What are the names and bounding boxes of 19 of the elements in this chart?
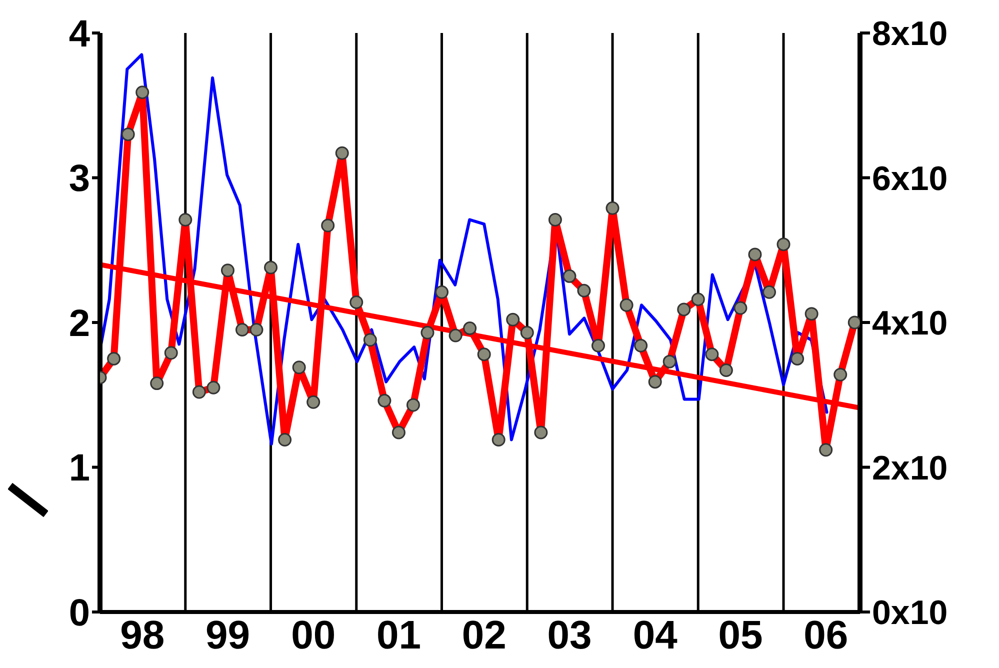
x-tick-label: 04 xyxy=(632,613,678,658)
y-tick-label: 0 xyxy=(68,592,90,634)
x-tick-label: 99 xyxy=(205,613,250,658)
y-tick-label: 2 xyxy=(68,302,90,345)
y-tick-label: 1 xyxy=(68,448,90,490)
text: 4x10 xyxy=(872,304,948,343)
text: 2x10 xyxy=(872,449,948,488)
y-tick-label: 4 xyxy=(68,13,90,56)
x-tick-label: 05 xyxy=(718,613,763,658)
text: 0x10 xyxy=(872,594,948,632)
x-tick-label: 03 xyxy=(547,613,592,658)
text: 6x10 xyxy=(872,160,948,198)
text: 8x10 xyxy=(872,15,948,54)
x-tick-label: 06 xyxy=(804,613,848,658)
x-tick-label: 02 xyxy=(462,613,506,658)
x-tick-label: 01 xyxy=(376,613,421,658)
y-tick-label: 3 xyxy=(68,158,90,200)
x-tick-label: 00 xyxy=(291,613,336,658)
x-tick-label: 98 xyxy=(120,613,165,658)
